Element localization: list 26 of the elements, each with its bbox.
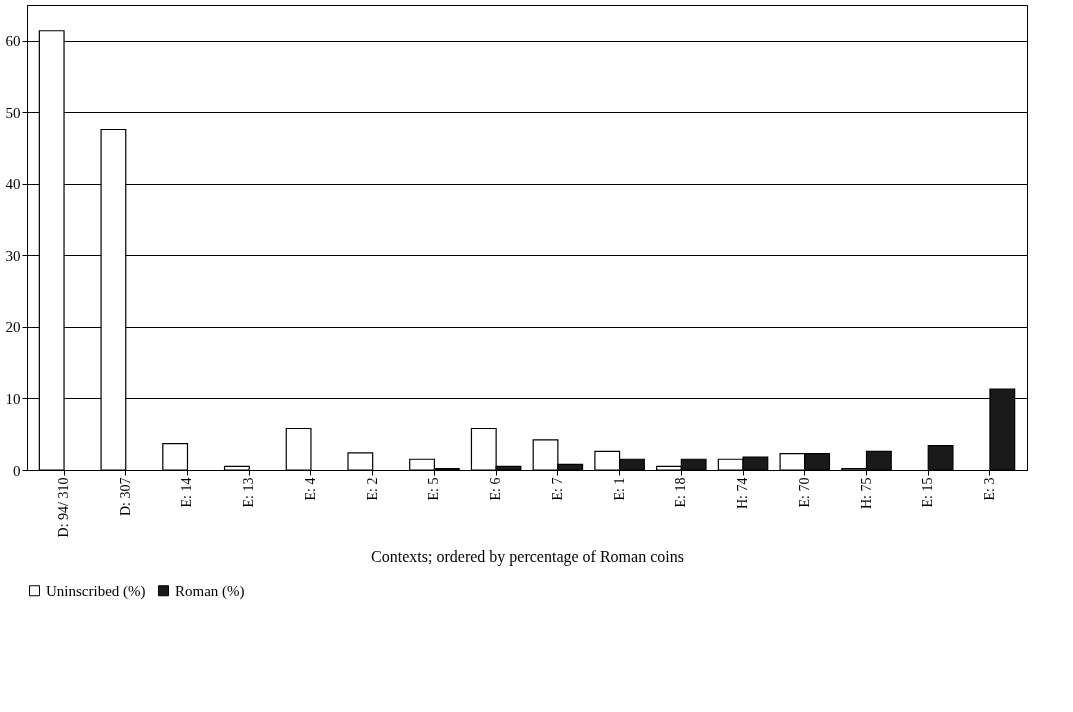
x-tick-label: E: 5 [426,477,442,501]
x-tick-label: E: 2 [364,477,380,501]
y-tick-label: 0 [13,462,21,479]
x-tick-label: E: 14 [179,477,195,508]
x-tick-label: H: 74 [735,477,751,509]
legend-label: Uninscribed (%) [46,582,146,600]
x-tick-label: E: 4 [302,477,318,501]
y-tick-label: 30 [5,247,21,264]
y-tick-label: 50 [5,104,21,121]
x-tick-label: E: 15 [920,477,936,508]
x-tick-label: E: 7 [549,477,565,501]
y-tick-label: 10 [5,390,21,407]
x-tick-label: D: 307 [117,477,133,516]
x-tick-label: E: 1 [611,477,627,501]
x-tick-label: E: 3 [981,477,997,501]
x-axis-title: Contexts; ordered by percentage of Roman coins [371,548,684,567]
y-tick-label: 40 [5,176,21,193]
x-tick-label: H: 75 [858,477,874,509]
x-tick-label: E: 6 [488,477,504,501]
x-tick-label: E: 18 [673,477,689,508]
y-tick-label: 60 [5,33,21,50]
x-tick-label: E: 13 [241,477,257,508]
legend-label: Roman (%) [175,582,245,600]
y-tick-label: 20 [5,319,21,336]
x-tick-label: E: 70 [796,477,812,508]
x-tick-label: D: 94/ 310 [56,477,72,538]
